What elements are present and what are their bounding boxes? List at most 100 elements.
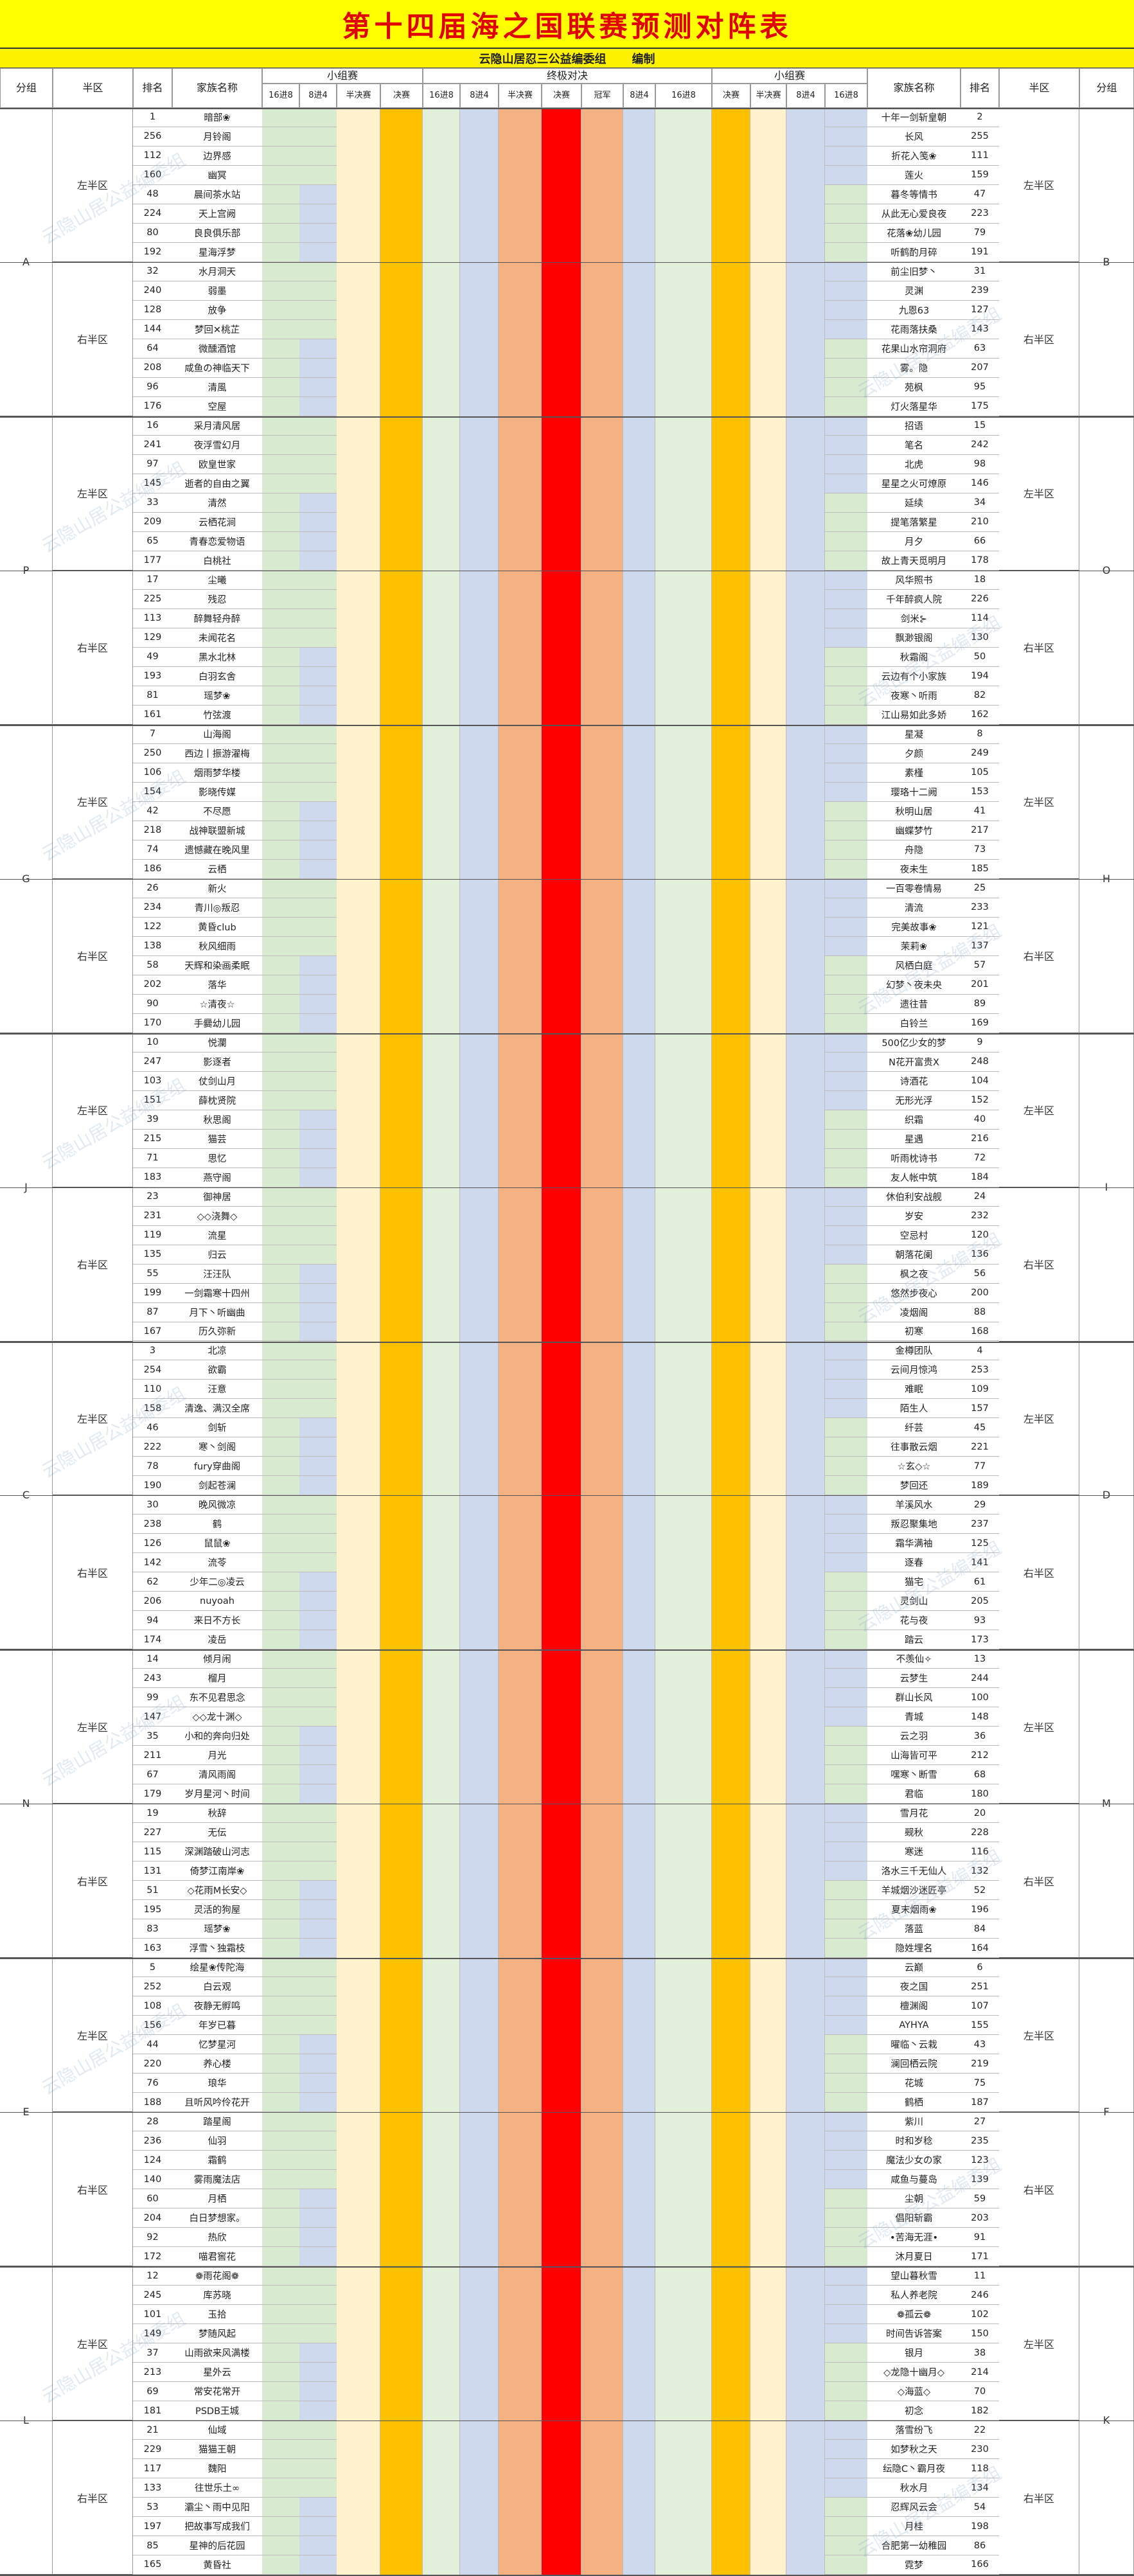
rank-right: 228 (961, 1823, 999, 1843)
pick-cell (825, 936, 867, 956)
pick-cell (825, 801, 867, 821)
family-name-right: 夕颜 (867, 743, 961, 763)
pick-cell (825, 2266, 867, 2286)
family-name-right: 北虎 (867, 454, 961, 474)
table-row: 224 天上宫阙 从此无心爱良夜 223 (0, 204, 1134, 224)
pick-cell (262, 1129, 299, 1149)
pick-cell (299, 1996, 337, 2016)
half-label-right: 左半区 (999, 416, 1079, 571)
family-name-right: 洛水三千无仙人 (867, 1861, 961, 1881)
pick-cell (262, 1823, 299, 1843)
family-name-left: 月铃阁 (172, 127, 262, 147)
rank-left: 28 (133, 2112, 172, 2132)
table-row: 218 战神联盟新城 幽蝶梦竹 217 (0, 821, 1134, 840)
family-name-right: 纭隐C丶霸月夜 (867, 2459, 961, 2479)
table-row: 247 影逐者 N花开富贵X 248 (0, 1052, 1134, 1072)
pick-cell (262, 551, 299, 571)
rank-left: 110 (133, 1380, 172, 1399)
pick-cell (299, 782, 337, 802)
rank-right: 217 (961, 821, 999, 840)
half-label-left: 右半区 (53, 570, 133, 725)
family-name-left: 猫芸 (172, 1129, 262, 1149)
family-name-left: 手爨幼儿园 (172, 1013, 262, 1033)
family-name-left: 仙羽 (172, 2131, 262, 2151)
pick-cell (825, 782, 867, 802)
family-name-right: 飘渺银阁 (867, 628, 961, 648)
pick-cell (299, 1302, 337, 1322)
rank-left: 106 (133, 763, 172, 783)
rank-left: 124 (133, 2151, 172, 2171)
table-row: 96 清風 苑枫 95 (0, 377, 1134, 397)
header-final-right: 决赛 (712, 84, 750, 108)
table-row: 32 水月洞天 前尘旧梦丶 31 (0, 262, 1134, 281)
pick-cell (825, 127, 867, 147)
family-name-left: 月下丶听幽曲 (172, 1302, 262, 1322)
pick-cell (262, 2266, 299, 2286)
table-row: 28 踏星阁 紫川 27 (0, 2112, 1134, 2132)
table-row: 129 未闻花名 飘渺银阁 130 (0, 628, 1134, 648)
rank-right: 56 (961, 1264, 999, 1284)
family-name-right: ◇龙隐十幽月◇ (867, 2363, 961, 2383)
rank-left: 165 (133, 2555, 172, 2575)
rank-left: 160 (133, 165, 172, 185)
family-name-right: 如梦秋之天 (867, 2440, 961, 2460)
header-semi-right: 半决赛 (750, 84, 786, 108)
pick-cell (262, 1110, 299, 1130)
family-name-left: 云栖花涧 (172, 512, 262, 532)
pick-cell (825, 2112, 867, 2132)
pick-cell (299, 1322, 337, 1342)
rank-right: 72 (961, 1148, 999, 1168)
rank-left: 140 (133, 2170, 172, 2190)
table-row: 71 思忆 听雨枕诗书 72 (0, 1148, 1134, 1168)
rank-left: 83 (133, 1919, 172, 1939)
rank-right: 34 (961, 493, 999, 513)
family-name-left: 榴月 (172, 1669, 262, 1689)
family-name-left: 浮雪丶独霜枝 (172, 1939, 262, 1959)
rank-right: 185 (961, 859, 999, 879)
rank-left: 44 (133, 2035, 172, 2055)
family-name-right: 云边有个小家族 (867, 666, 961, 686)
pick-cell (262, 223, 299, 243)
rank-left: 23 (133, 1187, 172, 1207)
table-row: 21 仙域 落雪纷飞 22 (0, 2421, 1134, 2440)
family-name-right: 月夕 (867, 531, 961, 551)
family-name-left: 良良俱乐部 (172, 223, 262, 243)
pick-cell (299, 2035, 337, 2055)
pick-cell (825, 1881, 867, 1901)
rank-left: 3 (133, 1341, 172, 1361)
rank-right: 187 (961, 2093, 999, 2113)
rank-right: 22 (961, 2421, 999, 2440)
pick-cell (825, 300, 867, 320)
pick-cell (262, 1515, 299, 1534)
family-name-right: 千年醉疯人院 (867, 589, 961, 609)
family-name-left: ◇花雨M长安◇ (172, 1881, 262, 1901)
rank-left: 64 (133, 339, 172, 359)
family-name-right: 招语 (867, 416, 961, 436)
pick-cell (299, 1842, 337, 1862)
family-name-left: 无伝 (172, 1823, 262, 1843)
rank-right: 153 (961, 782, 999, 802)
table-row: 55 汪汪队 枫之夜 56 (0, 1264, 1134, 1284)
rank-right: 118 (961, 2459, 999, 2479)
pick-cell (299, 1013, 337, 1033)
pick-cell (299, 2131, 337, 2151)
pick-cell (825, 551, 867, 571)
rank-left: 97 (133, 454, 172, 474)
family-name-right: 猫宅 (867, 1572, 961, 1592)
family-name-right: 鹤栖 (867, 2093, 961, 2113)
pick-cell (299, 955, 337, 975)
pick-cell (299, 2054, 337, 2074)
rank-right: 201 (961, 975, 999, 995)
pick-cell (262, 1688, 299, 1708)
pick-cell (262, 531, 299, 551)
family-name-left: 遗憾藏在晚风里 (172, 840, 262, 860)
table-row: 193 白羽玄舍 云边有个小家族 194 (0, 666, 1134, 686)
family-name-left: 天上宫阙 (172, 204, 262, 224)
pick-cell (262, 2363, 299, 2383)
rank-right: 216 (961, 1129, 999, 1149)
pick-cell (299, 2247, 337, 2267)
family-name-left: 逝者的自由之翼 (172, 474, 262, 493)
family-name-left: 晨间茶水站 (172, 184, 262, 204)
pick-cell (262, 474, 299, 493)
table-row: 37 山雨欲来风满楼 银月 38 (0, 2343, 1134, 2363)
